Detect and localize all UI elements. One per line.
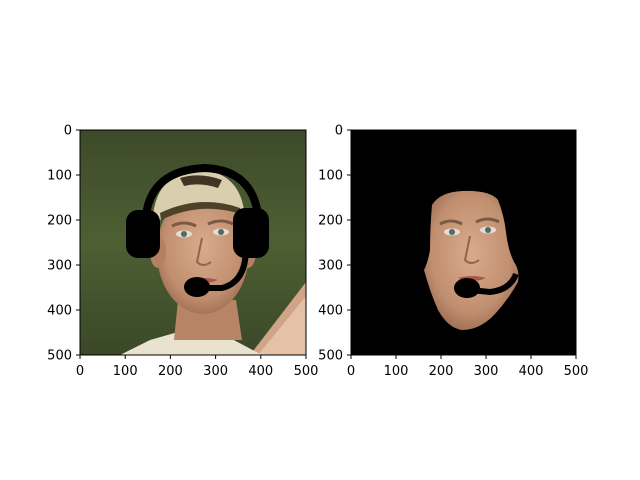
right-x-tick-1: 100 bbox=[384, 364, 409, 379]
left-y-tick-0: 0 bbox=[64, 124, 72, 139]
left-image bbox=[80, 130, 306, 355]
left-axes-frame bbox=[79, 129, 307, 356]
right-y-tick-3: 300 bbox=[318, 259, 343, 274]
left-x-tick-0: 0 bbox=[76, 364, 84, 379]
right-y-tick-1: 100 bbox=[318, 169, 343, 184]
left-x-tick-4: 400 bbox=[248, 364, 273, 379]
left-x-tick-5: 500 bbox=[294, 364, 319, 379]
left-x-tick-1: 100 bbox=[113, 364, 138, 379]
right-y-axis: 0 100 200 300 400 500 bbox=[318, 124, 351, 364]
right-x-tick-3: 300 bbox=[474, 364, 499, 379]
left-panel: 0 100 200 300 400 500 0 100 200 300 400 … bbox=[47, 124, 318, 380]
right-y-tick-0: 0 bbox=[335, 124, 343, 139]
right-x-tick-4: 400 bbox=[519, 364, 544, 379]
right-y-tick-4: 400 bbox=[318, 304, 343, 319]
left-x-tick-3: 300 bbox=[203, 364, 228, 379]
right-x-axis: 0 100 200 300 400 500 bbox=[347, 355, 589, 379]
right-panel: 0 100 200 300 400 500 0 100 200 300 400 … bbox=[318, 124, 588, 380]
left-y-tick-5: 500 bbox=[47, 349, 72, 364]
right-x-tick-2: 200 bbox=[429, 364, 454, 379]
left-y-tick-4: 400 bbox=[47, 304, 72, 319]
right-x-tick-5: 500 bbox=[564, 364, 589, 379]
right-axes-frame bbox=[350, 129, 577, 356]
left-y-tick-2: 200 bbox=[47, 214, 72, 229]
right-x-tick-0: 0 bbox=[347, 364, 355, 379]
right-y-tick-5: 500 bbox=[318, 349, 343, 364]
right-y-tick-2: 200 bbox=[318, 214, 343, 229]
left-y-tick-3: 300 bbox=[47, 259, 72, 274]
left-y-axis: 0 100 200 300 400 500 bbox=[47, 124, 80, 364]
right-image bbox=[351, 130, 576, 355]
left-x-tick-2: 200 bbox=[158, 364, 183, 379]
left-x-axis: 0 100 200 300 400 500 bbox=[76, 355, 319, 379]
left-y-tick-1: 100 bbox=[47, 169, 72, 184]
